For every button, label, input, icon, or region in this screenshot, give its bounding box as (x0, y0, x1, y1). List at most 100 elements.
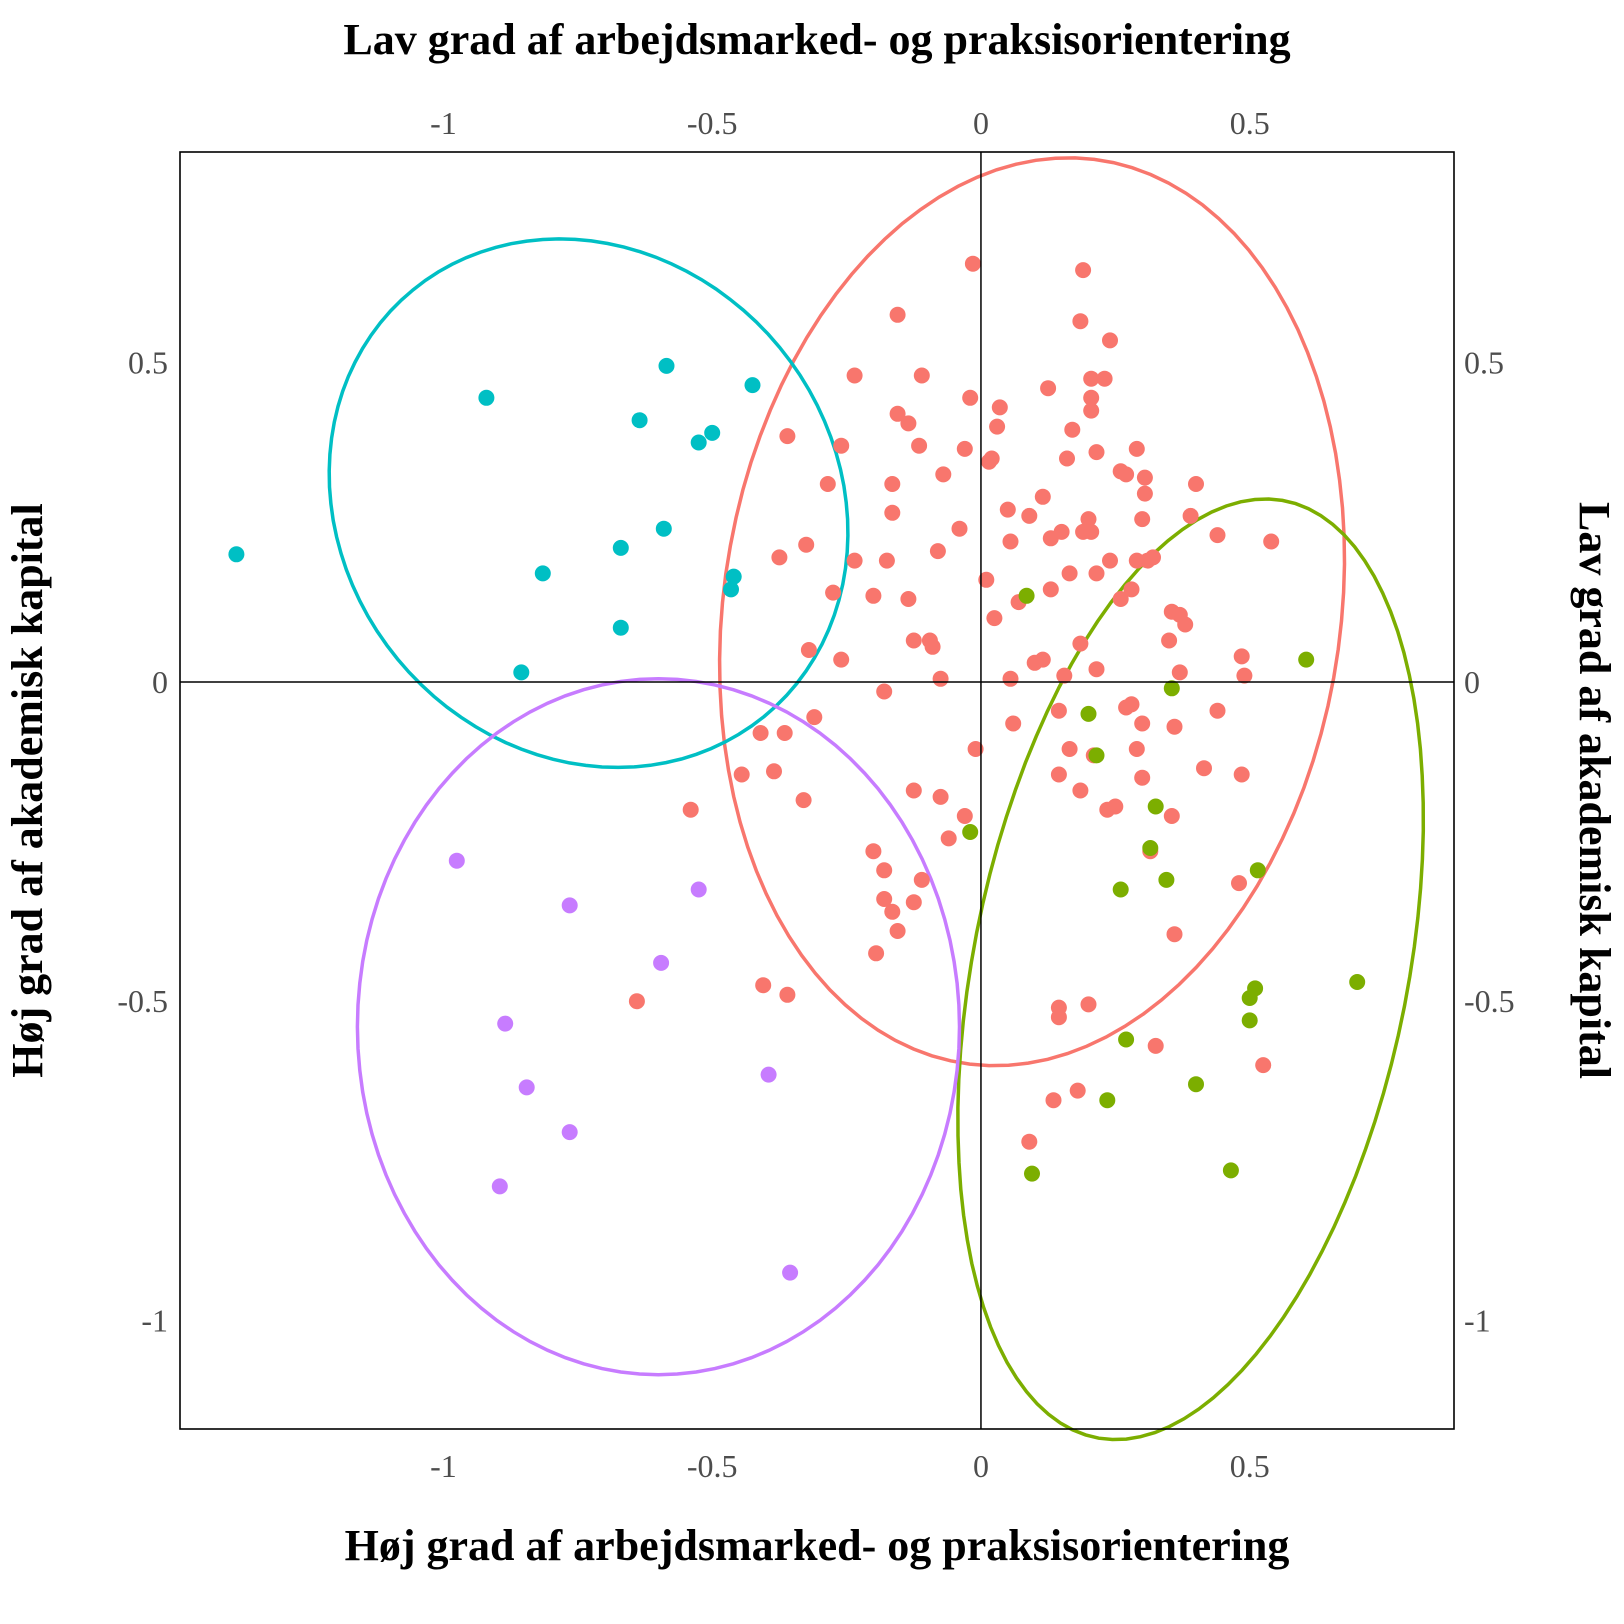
data-point (846, 552, 863, 569)
data-point (1188, 1076, 1204, 1093)
data-point (744, 377, 761, 394)
data-point (771, 549, 788, 566)
data-point (1147, 798, 1164, 815)
data-point (1128, 741, 1145, 757)
data-point (612, 539, 629, 556)
data-point (1083, 402, 1100, 419)
data-point (884, 504, 901, 521)
data-point (1298, 651, 1315, 668)
data-point (1072, 313, 1089, 330)
data-point (876, 683, 893, 700)
data-point (989, 418, 1006, 435)
data-point (682, 801, 699, 818)
data-point (228, 546, 245, 563)
zero-reference-lines (180, 152, 1454, 1429)
data-point (884, 476, 901, 492)
data-point (1112, 881, 1129, 898)
data-point (1005, 715, 1022, 732)
data-point (1196, 760, 1212, 777)
data-point (1102, 552, 1118, 569)
data-point (1099, 801, 1116, 818)
y-tick-label-left: -0.5 (117, 983, 168, 1019)
data-point (981, 453, 997, 470)
data-point (1158, 871, 1175, 888)
data-point (561, 897, 578, 914)
data-point (1050, 702, 1067, 719)
data-point (1188, 476, 1204, 492)
data-point (940, 830, 957, 847)
data-point (1112, 591, 1129, 607)
data-point (497, 1015, 514, 1032)
data-point (1263, 533, 1280, 550)
data-point (935, 466, 952, 483)
data-point (956, 440, 973, 457)
right-axis-title: Lav grad af akademisk kapital (1570, 502, 1619, 1079)
data-point (795, 792, 812, 809)
data-point (889, 923, 906, 939)
data-point (1072, 635, 1089, 652)
data-point (1236, 667, 1253, 684)
data-point (991, 399, 1008, 416)
x-tick-label-bottom: -1 (430, 1448, 457, 1484)
data-point (905, 632, 922, 649)
data-point (760, 1066, 777, 1083)
data-point (1177, 616, 1194, 633)
data-point (1080, 705, 1097, 722)
data-point (1080, 511, 1097, 528)
cluster-ellipse-3 (327, 237, 850, 770)
data-point (978, 571, 995, 588)
data-point (704, 424, 721, 441)
axis-ticks: -1 -1 -0.5 -0.5 0 0 0.5 0.5 0.5 0.5 0 0 -0.5 -0.5 -1 -1 (117, 105, 1514, 1484)
data-point (1021, 1133, 1038, 1150)
data-point (806, 709, 823, 726)
bottom-axis-title: Høj grad af arbejdsmarked- og praksisori… (345, 1521, 1290, 1570)
data-point (776, 725, 793, 741)
data-point (1083, 370, 1100, 387)
y-tick-label-right: -0.5 (1464, 983, 1515, 1019)
data-point (518, 1079, 535, 1096)
data-point (1255, 1057, 1272, 1074)
data-point (819, 476, 836, 492)
data-point (561, 1124, 578, 1141)
data-point (1118, 1031, 1135, 1048)
x-tick-label-top: -1 (430, 105, 457, 141)
x-tick-label-bottom: 0 (973, 1448, 989, 1484)
data-point (833, 437, 850, 454)
data-point (932, 670, 949, 687)
data-point (1064, 421, 1081, 438)
data-point (865, 843, 882, 860)
data-point (962, 824, 979, 840)
data-point (1080, 996, 1097, 1013)
data-point (1231, 875, 1247, 892)
cluster-ellipses (327, 156, 1426, 1442)
data-point (913, 367, 930, 384)
data-point (1088, 747, 1105, 764)
data-point (755, 977, 772, 994)
data-point (1249, 862, 1266, 879)
data-point (631, 412, 648, 429)
x-tick-label-bottom: 0.5 (1230, 1448, 1270, 1484)
y-tick-label-right: 0 (1464, 664, 1480, 700)
data-points (228, 255, 1366, 1281)
data-point (1134, 769, 1151, 786)
data-point (478, 389, 495, 406)
data-point (924, 638, 941, 655)
data-point (1349, 974, 1366, 990)
x-tick-label-top: -0.5 (687, 105, 738, 141)
data-point (1102, 332, 1118, 349)
data-point (782, 1264, 799, 1281)
data-point (1021, 507, 1038, 524)
data-point (1136, 469, 1153, 486)
data-point (900, 591, 917, 607)
data-point (1171, 664, 1188, 681)
data-point (865, 587, 882, 604)
data-point (612, 619, 629, 636)
data-point (1088, 565, 1105, 582)
data-point (534, 565, 551, 582)
data-point (900, 415, 917, 432)
data-point (929, 543, 946, 560)
data-point (913, 871, 930, 888)
data-point (1061, 741, 1078, 757)
data-point (905, 782, 922, 799)
